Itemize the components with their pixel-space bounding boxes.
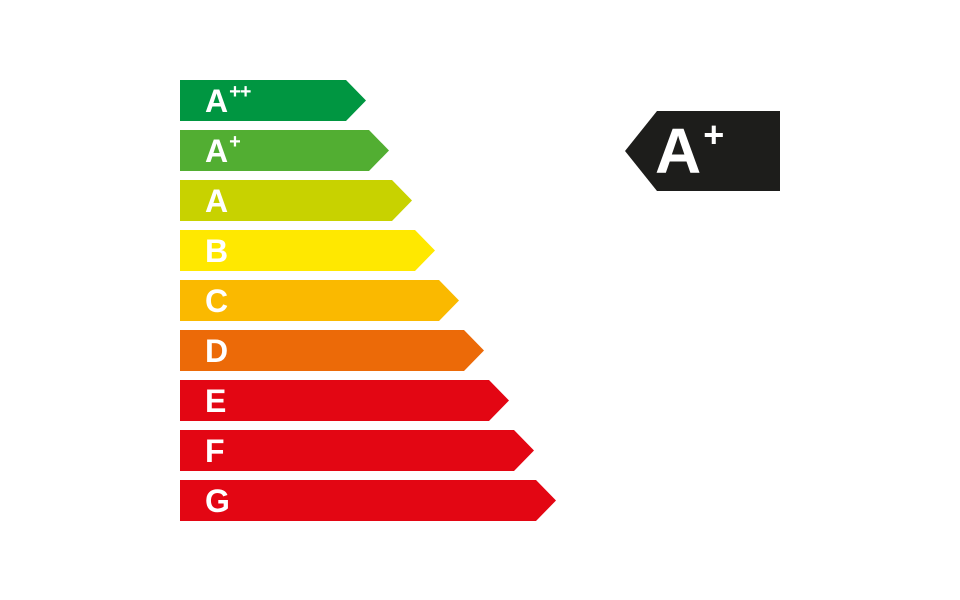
grade-letter: A [205, 82, 229, 119]
rating-badge: A + [625, 111, 780, 191]
grade-letter: C [205, 282, 229, 319]
rating-bar-g: G [180, 480, 556, 521]
rating-bar-f: F [180, 430, 534, 471]
grade-letter: A [205, 132, 229, 169]
rating-grade-superscript: + [703, 114, 725, 155]
grade-letter: G [205, 482, 230, 519]
rating-bar-e: E [180, 380, 509, 421]
grade-letter: A [205, 182, 229, 219]
rating-bar-a-plus-plus: A ++ [180, 80, 366, 121]
grade-letter: E [205, 382, 227, 419]
rating-bar-d: D [180, 330, 484, 371]
rating-grade-letter: A [655, 115, 702, 187]
rating-bar-a-plus: A + [180, 130, 389, 171]
rating-bar-a: A [180, 180, 412, 221]
grade-letter: F [205, 432, 225, 469]
grade-letter: D [205, 332, 229, 369]
grade-superscript: ++ [229, 80, 251, 103]
grade-letter: B [205, 232, 229, 269]
grade-superscript: + [229, 130, 240, 153]
rating-bar-c: C [180, 280, 459, 321]
rating-bar-b: B [180, 230, 435, 271]
